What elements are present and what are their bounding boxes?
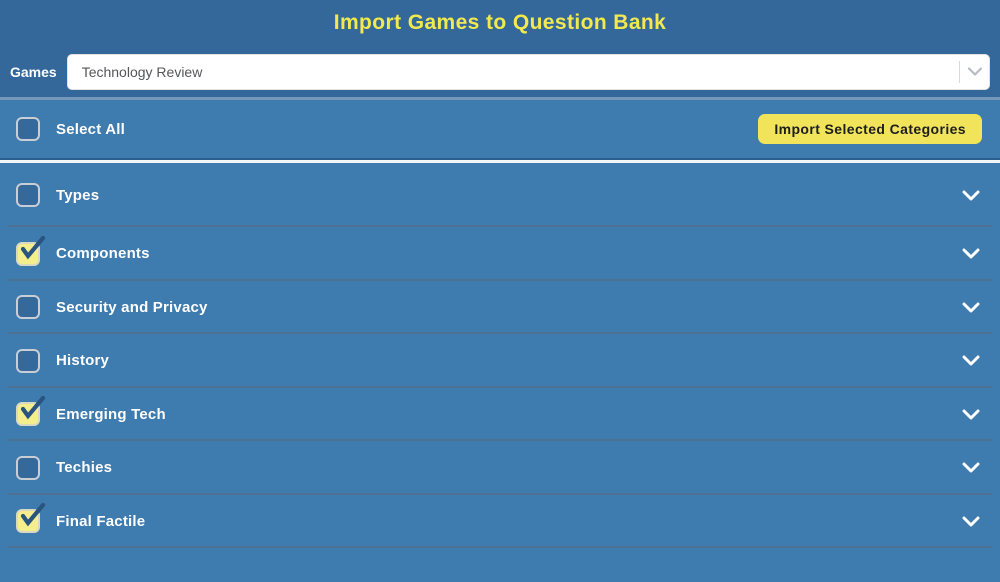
category-label: Components (56, 245, 150, 263)
chevron-down-icon[interactable] (962, 190, 980, 201)
select-all-checkbox[interactable] (16, 117, 40, 141)
select-all-label: Select All (56, 120, 125, 138)
category-checkbox[interactable] (16, 295, 40, 320)
category-row[interactable]: Techies (0, 441, 1000, 495)
games-select-value: Technology Review (81, 63, 203, 80)
category-row-left: Techies (16, 455, 962, 480)
select-all-bar: Select All Import Selected Categories (0, 100, 1000, 160)
category-checkbox[interactable] (16, 503, 46, 534)
checkmark-icon (20, 503, 46, 527)
chevron-down-icon[interactable] (962, 462, 980, 473)
category-row[interactable]: Security and Privacy (0, 281, 1000, 335)
category-list: Types Components (0, 160, 1000, 548)
category-checkbox[interactable] (16, 396, 46, 427)
category-label: Emerging Tech (56, 405, 166, 423)
import-selected-categories-button[interactable]: Import Selected Categories (758, 114, 982, 144)
category-row[interactable]: History (0, 334, 1000, 388)
chevron-down-icon (967, 63, 982, 81)
checkmark-icon (20, 396, 46, 420)
chevron-down-icon[interactable] (962, 248, 980, 259)
category-label: Final Factile (56, 512, 146, 530)
category-row-left: Final Factile (16, 503, 962, 534)
header: Import Games to Question Bank Games Tech… (0, 0, 1000, 100)
page-title: Import Games to Question Bank (333, 11, 667, 34)
category-row-left: Emerging Tech (16, 396, 962, 427)
games-selector-row: Games Technology Review (0, 46, 1000, 97)
category-label: Types (56, 186, 100, 204)
category-row-left: Components (16, 235, 962, 266)
category-row[interactable]: Final Factile (0, 495, 1000, 549)
category-row[interactable]: Types (0, 163, 1000, 227)
games-label: Games (10, 63, 57, 80)
chevron-down-icon[interactable] (962, 409, 980, 420)
games-select-caret-zone (959, 60, 989, 83)
category-checkbox[interactable] (16, 348, 40, 373)
category-label: Security and Privacy (56, 298, 208, 316)
title-bar: Import Games to Question Bank (0, 0, 1000, 46)
category-row-left: History (16, 348, 962, 373)
category-checkbox[interactable] (16, 455, 40, 480)
chevron-down-icon[interactable] (962, 355, 980, 366)
category-checkbox[interactable] (16, 183, 40, 207)
category-row[interactable]: Emerging Tech (0, 388, 1000, 442)
category-row-left: Security and Privacy (16, 295, 962, 320)
select-all-group: Select All (16, 117, 758, 141)
category-row-left: Types (16, 183, 962, 207)
games-select[interactable]: Technology Review (66, 53, 990, 90)
chevron-down-icon[interactable] (962, 302, 980, 313)
category-label: History (56, 352, 110, 370)
import-panel: Select All Import Selected Categories Ty… (0, 100, 1000, 548)
category-label: Techies (56, 459, 113, 477)
category-row[interactable]: Components (0, 227, 1000, 281)
chevron-down-icon[interactable] (962, 516, 980, 527)
category-checkbox[interactable] (16, 235, 46, 266)
checkmark-icon (20, 235, 46, 260)
